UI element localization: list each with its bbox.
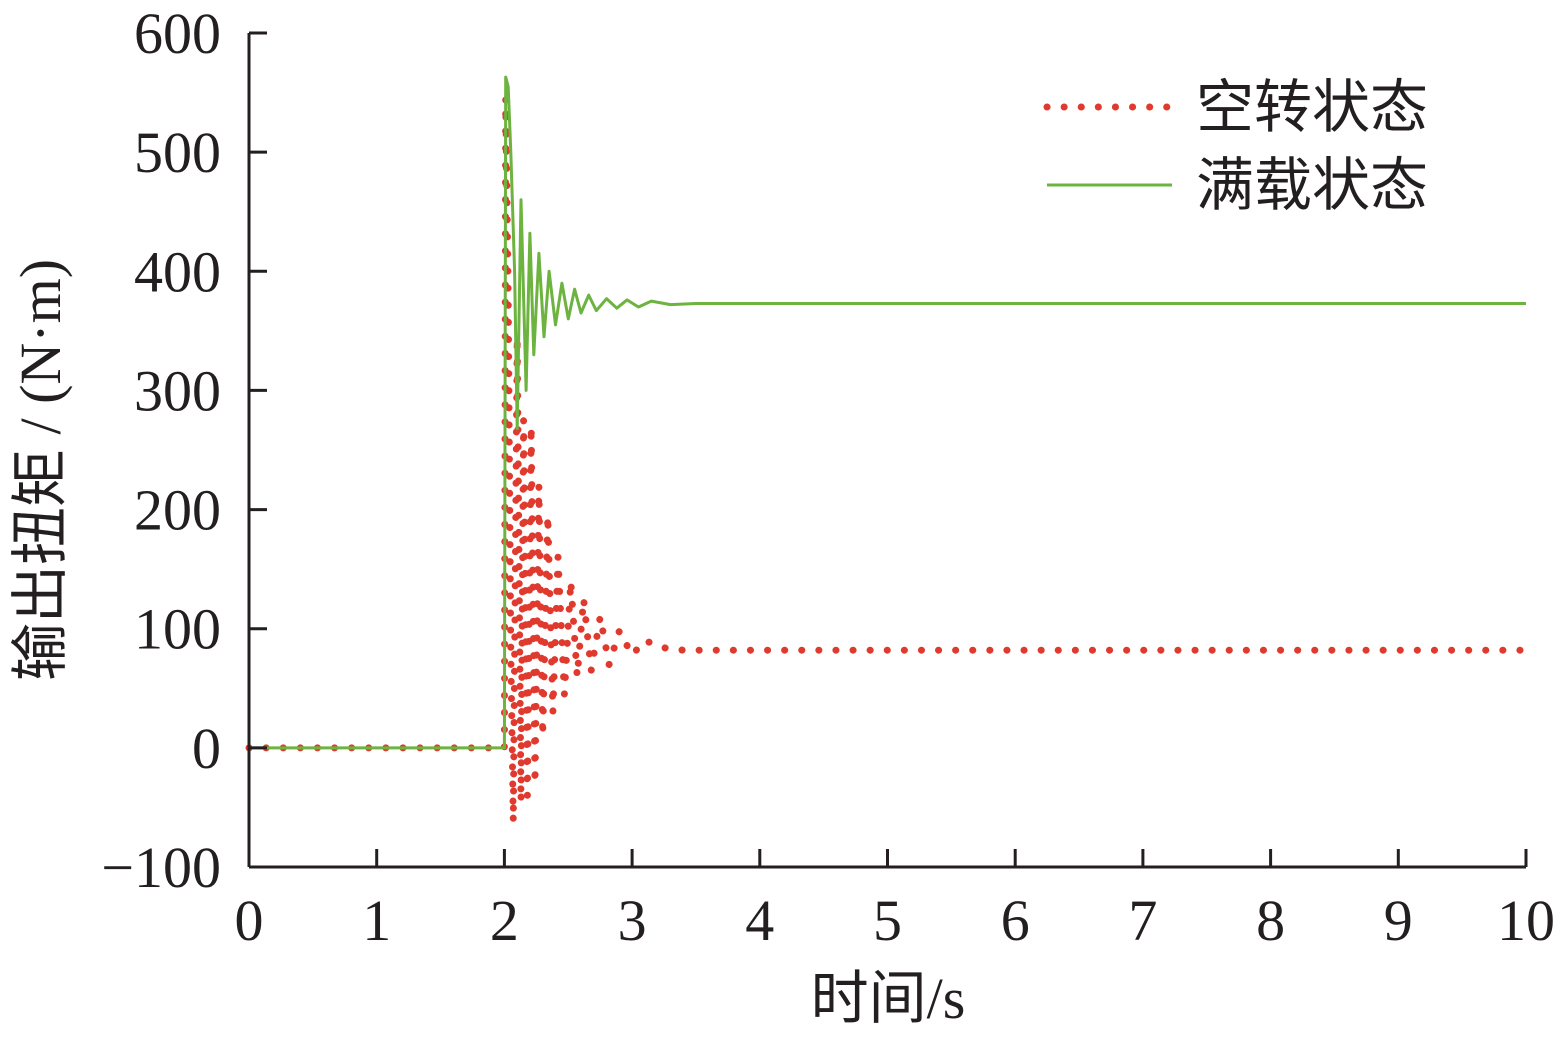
- x-tick-label: 6: [1001, 888, 1030, 953]
- y-tick-label: 400: [134, 239, 221, 304]
- x-tick-label: 5: [873, 888, 902, 953]
- y-tick-label: 500: [134, 120, 221, 185]
- x-tick-label: 8: [1256, 888, 1285, 953]
- y-tick-label: 0: [192, 716, 221, 781]
- y-tick-label: 200: [134, 478, 221, 543]
- series-layer: [245, 75, 1530, 826]
- x-axis-title: 时间/s: [811, 966, 966, 1031]
- legend-label-1: 满载状态: [1196, 153, 1428, 218]
- series-line-1: [249, 75, 1526, 750]
- x-tick-label: 2: [490, 888, 519, 953]
- y-tick-label: 600: [134, 1, 221, 66]
- x-tick-label: 1: [362, 888, 391, 953]
- x-tick-label: 3: [618, 888, 647, 953]
- y-tick-label: 300: [134, 358, 221, 423]
- legend-label-0: 空转状态: [1196, 75, 1428, 140]
- y-tick-label: 100: [134, 597, 221, 662]
- x-tick-label: 10: [1497, 888, 1555, 953]
- x-tick-label: 7: [1128, 888, 1157, 953]
- x-tick-label: 9: [1384, 888, 1413, 953]
- x-tick-label: 4: [745, 888, 774, 953]
- x-tick-label: 0: [235, 888, 264, 953]
- y-tick-label: −100: [101, 835, 221, 900]
- y-axis-title: 输出扭矩 / (N·m): [8, 259, 73, 681]
